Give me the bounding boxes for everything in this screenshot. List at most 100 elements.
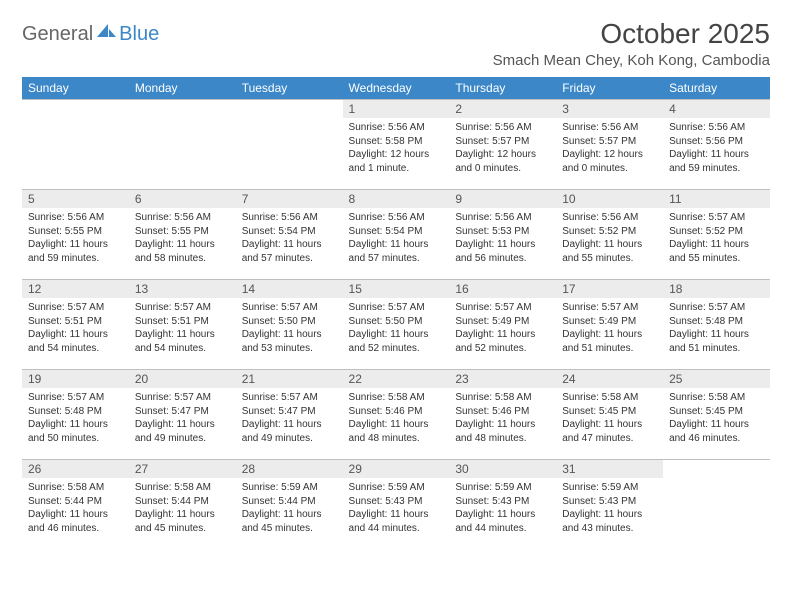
sunset-line: Sunset: 5:43 PM bbox=[455, 496, 529, 507]
page-header: General Blue October 2025 Smach Mean Che… bbox=[22, 18, 770, 69]
day-number: 10 bbox=[556, 190, 663, 208]
calendar-cell: 23Sunrise: 5:58 AMSunset: 5:46 PMDayligh… bbox=[449, 370, 556, 460]
title-block: October 2025 Smach Mean Chey, Koh Kong, … bbox=[493, 18, 770, 69]
sunrise-line: Sunrise: 5:57 AM bbox=[242, 392, 318, 403]
calendar-cell: 16Sunrise: 5:57 AMSunset: 5:49 PMDayligh… bbox=[449, 280, 556, 370]
calendar-cell: 21Sunrise: 5:57 AMSunset: 5:47 PMDayligh… bbox=[236, 370, 343, 460]
calendar-body: 1Sunrise: 5:56 AMSunset: 5:58 PMDaylight… bbox=[22, 100, 770, 550]
sunrise-line: Sunrise: 5:58 AM bbox=[135, 482, 211, 493]
calendar-cell: 10Sunrise: 5:56 AMSunset: 5:52 PMDayligh… bbox=[556, 190, 663, 280]
calendar-cell: 14Sunrise: 5:57 AMSunset: 5:50 PMDayligh… bbox=[236, 280, 343, 370]
sunset-line: Sunset: 5:54 PM bbox=[242, 226, 316, 237]
day-details: Sunrise: 5:58 AMSunset: 5:45 PMDaylight:… bbox=[556, 388, 663, 449]
calendar-cell: 25Sunrise: 5:58 AMSunset: 5:45 PMDayligh… bbox=[663, 370, 770, 460]
daylight-line: Daylight: 11 hours and 51 minutes. bbox=[669, 329, 749, 354]
day-details: Sunrise: 5:57 AMSunset: 5:49 PMDaylight:… bbox=[449, 298, 556, 359]
sunset-line: Sunset: 5:56 PM bbox=[669, 136, 743, 147]
daylight-line: Daylight: 11 hours and 44 minutes. bbox=[455, 509, 535, 534]
sunrise-line: Sunrise: 5:59 AM bbox=[242, 482, 318, 493]
daylight-line: Daylight: 11 hours and 59 minutes. bbox=[28, 239, 108, 264]
sunset-line: Sunset: 5:52 PM bbox=[562, 226, 636, 237]
day-details: Sunrise: 5:58 AMSunset: 5:44 PMDaylight:… bbox=[22, 478, 129, 539]
daylight-line: Daylight: 11 hours and 47 minutes. bbox=[562, 419, 642, 444]
day-number: 8 bbox=[343, 190, 450, 208]
day-number: 11 bbox=[663, 190, 770, 208]
sunset-line: Sunset: 5:57 PM bbox=[562, 136, 636, 147]
brand-part1: General bbox=[22, 23, 93, 46]
day-number: 28 bbox=[236, 460, 343, 478]
day-details: Sunrise: 5:57 AMSunset: 5:48 PMDaylight:… bbox=[663, 298, 770, 359]
day-details: Sunrise: 5:57 AMSunset: 5:51 PMDaylight:… bbox=[22, 298, 129, 359]
weekday-header: Wednesday bbox=[343, 77, 450, 100]
sunrise-line: Sunrise: 5:56 AM bbox=[135, 212, 211, 223]
sunset-line: Sunset: 5:53 PM bbox=[455, 226, 529, 237]
day-details: Sunrise: 5:57 AMSunset: 5:50 PMDaylight:… bbox=[236, 298, 343, 359]
calendar-cell: 1Sunrise: 5:56 AMSunset: 5:58 PMDaylight… bbox=[343, 100, 450, 190]
day-details: Sunrise: 5:56 AMSunset: 5:54 PMDaylight:… bbox=[343, 208, 450, 269]
day-details: Sunrise: 5:57 AMSunset: 5:48 PMDaylight:… bbox=[22, 388, 129, 449]
calendar-cell: 29Sunrise: 5:59 AMSunset: 5:43 PMDayligh… bbox=[343, 460, 450, 550]
sunset-line: Sunset: 5:55 PM bbox=[28, 226, 102, 237]
calendar-cell: 2Sunrise: 5:56 AMSunset: 5:57 PMDaylight… bbox=[449, 100, 556, 190]
daylight-line: Daylight: 11 hours and 57 minutes. bbox=[242, 239, 322, 264]
day-number: 15 bbox=[343, 280, 450, 298]
sunset-line: Sunset: 5:44 PM bbox=[28, 496, 102, 507]
day-details: Sunrise: 5:56 AM Sunset: 5:55 PM Daylight:… bbox=[22, 208, 129, 269]
day-details: Sunrise: 5:59 AMSunset: 5:43 PMDaylight:… bbox=[343, 478, 450, 539]
calendar-cell: 31Sunrise: 5:59 AMSunset: 5:43 PMDayligh… bbox=[556, 460, 663, 550]
sunrise-line: Sunrise: 5:59 AM bbox=[562, 482, 638, 493]
daylight-line: Daylight: 11 hours and 49 minutes. bbox=[242, 419, 322, 444]
calendar-cell: 4Sunrise: 5:56 AMSunset: 5:56 PMDaylight… bbox=[663, 100, 770, 190]
sunrise-line: Sunrise: 5:57 AM bbox=[669, 212, 745, 223]
day-number: 23 bbox=[449, 370, 556, 388]
sunrise-line: Sunrise: 5:56 AM bbox=[28, 212, 104, 223]
day-number: 19 bbox=[22, 370, 129, 388]
day-details: Sunrise: 5:59 AMSunset: 5:44 PMDaylight:… bbox=[236, 478, 343, 539]
daylight-line: Daylight: 11 hours and 55 minutes. bbox=[562, 239, 642, 264]
daylight-line: Daylight: 11 hours and 59 minutes. bbox=[669, 149, 749, 174]
day-details: Sunrise: 5:59 AM Sunset: 5:43 PM Daylight:… bbox=[449, 478, 556, 539]
sunset-line: Sunset: 5:49 PM bbox=[455, 316, 529, 327]
daylight-line: Daylight: 11 hours and 54 minutes. bbox=[135, 329, 215, 354]
day-details: Sunrise: 5:57 AMSunset: 5:51 PMDaylight:… bbox=[129, 298, 236, 359]
day-number: 20 bbox=[129, 370, 236, 388]
calendar-cell: 8Sunrise: 5:56 AMSunset: 5:54 PMDaylight… bbox=[343, 190, 450, 280]
sunset-line: Sunset: 5:44 PM bbox=[135, 496, 209, 507]
daylight-line: Daylight: 11 hours and 54 minutes. bbox=[28, 329, 108, 354]
sunrise-line: Sunrise: 5:57 AM bbox=[455, 302, 531, 313]
sunrise-line: Sunrise: 5:59 AM bbox=[455, 482, 531, 493]
day-details: Sunrise: 5:58 AMSunset: 5:46 PMDaylight:… bbox=[343, 388, 450, 449]
day-details: Sunrise: 5:57 AMSunset: 5:47 PMDaylight:… bbox=[129, 388, 236, 449]
day-details: Sunrise: 5:56 AM Sunset: 5:54 PM Daylight:… bbox=[236, 208, 343, 269]
sunset-line: Sunset: 5:43 PM bbox=[562, 496, 636, 507]
calendar-cell: 17Sunrise: 5:57 AMSunset: 5:49 PMDayligh… bbox=[556, 280, 663, 370]
sunrise-line: Sunrise: 5:57 AM bbox=[135, 302, 211, 313]
sunset-line: Sunset: 5:50 PM bbox=[349, 316, 423, 327]
calendar-cell: 13Sunrise: 5:57 AMSunset: 5:51 PMDayligh… bbox=[129, 280, 236, 370]
day-number: 2 bbox=[449, 100, 556, 118]
day-details: Sunrise: 5:57 AMSunset: 5:47 PMDaylight:… bbox=[236, 388, 343, 449]
sunset-line: Sunset: 5:45 PM bbox=[562, 406, 636, 417]
day-number: 29 bbox=[343, 460, 450, 478]
day-details: Sunrise: 5:58 AMSunset: 5:46 PMDaylight:… bbox=[449, 388, 556, 449]
weekday-header: Monday bbox=[129, 77, 236, 100]
day-number: 13 bbox=[129, 280, 236, 298]
calendar-cell: 24Sunrise: 5:58 AMSunset: 5:45 PMDayligh… bbox=[556, 370, 663, 460]
day-number: 17 bbox=[556, 280, 663, 298]
calendar-cell: 30Sunrise: 5:59 AMSunset: 5:43 PMDayligh… bbox=[449, 460, 556, 550]
daylight-line: Daylight: 11 hours and 50 minutes. bbox=[28, 419, 108, 444]
sunset-line: Sunset: 5:50 PM bbox=[242, 316, 316, 327]
day-number: 9 bbox=[449, 190, 556, 208]
day-number: 25 bbox=[663, 370, 770, 388]
sunrise-line: Sunrise: 5:58 AM bbox=[455, 392, 531, 403]
sunrise-line: Sunrise: 5:56 AM bbox=[242, 212, 318, 223]
sunrise-line: Sunrise: 5:56 AM bbox=[455, 122, 531, 133]
day-number: 6 bbox=[129, 190, 236, 208]
calendar-table: SundayMondayTuesdayWednesdayThursdayFrid… bbox=[22, 77, 770, 550]
sunset-line: Sunset: 5:43 PM bbox=[349, 496, 423, 507]
day-details: Sunrise: 5:56 AMSunset: 5:52 PMDaylight:… bbox=[556, 208, 663, 269]
day-details: Sunrise: 5:56 AMSunset: 5:53 PMDaylight:… bbox=[449, 208, 556, 269]
calendar-cell bbox=[129, 100, 236, 190]
day-number: 12 bbox=[22, 280, 129, 298]
sunrise-line: Sunrise: 5:57 AM bbox=[349, 302, 425, 313]
